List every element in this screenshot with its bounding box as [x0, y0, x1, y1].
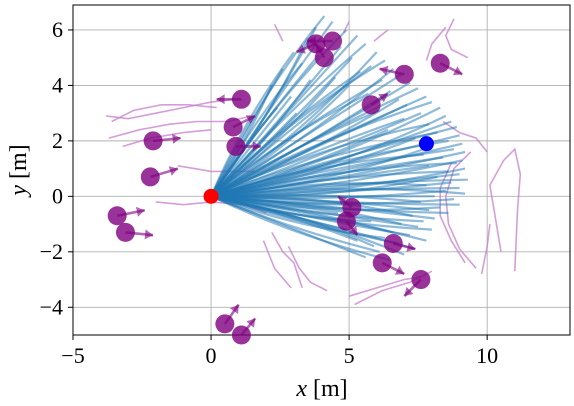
start-goal-markers [203, 136, 434, 204]
y-tick-label: 0 [52, 183, 63, 208]
candidate-trajectory [210, 123, 430, 198]
pedestrian-path [444, 18, 469, 59]
pedestrian-path [444, 151, 477, 269]
pedestrian-arrow-head [168, 166, 178, 176]
pedestrian-marker [383, 233, 403, 253]
pedestrian-arrow-head [378, 93, 388, 103]
y-tick-labels: −4 −2 0 2 4 6 [40, 17, 73, 319]
pedestrian-marker [361, 95, 381, 115]
pedestrian-marker [430, 53, 450, 73]
candidate-trajectory [210, 112, 298, 198]
y-axis-label: y [m] [6, 144, 32, 197]
pedestrian-arrow-head [348, 225, 358, 236]
pedestrian-marker [372, 253, 392, 273]
pedestrian-arrow-head [172, 133, 181, 144]
pedestrian-path [373, 29, 389, 42]
candidate-trajectory [210, 153, 424, 198]
candidate-trajectory [210, 92, 369, 198]
pedestrian-arrow-head [406, 242, 416, 252]
pedestrian-arrow-head [229, 304, 239, 314]
pedestrian-marker [115, 222, 135, 242]
candidate-trajectory [210, 195, 355, 206]
x-tick-label: 10 [476, 343, 498, 368]
pedestrian-arrow-head [296, 44, 306, 54]
pedestrian-marker [223, 117, 243, 137]
candidate-trajectory [210, 101, 433, 198]
x-tick-labels: −5 0 5 10 [61, 335, 498, 368]
y-tick-label: −4 [40, 294, 63, 319]
pedestrian-arrow-head [136, 206, 145, 217]
candidate-trajectory [210, 187, 466, 198]
pedestrians [107, 31, 463, 345]
candidate-trajectory [210, 62, 304, 197]
pedestrian-arrow-head [144, 229, 154, 240]
pedestrian-marker [107, 206, 127, 226]
pedestrian-marker [411, 270, 431, 290]
pedestrian-marker [231, 325, 251, 345]
pedestrian-arrow-head [452, 66, 463, 76]
pedestrian-path [425, 26, 447, 61]
pedestrian-path [480, 224, 491, 275]
candidate-trajectories [210, 15, 468, 262]
pedestrian-marker [140, 167, 160, 187]
pedestrian-arrow-head [379, 65, 389, 76]
x-tick-label: 5 [344, 343, 355, 368]
pedestrian-path [105, 98, 234, 120]
x-axis-label: x [m] [295, 376, 347, 402]
candidate-trajectory [210, 131, 438, 198]
axes-border [72, 4, 571, 336]
pedestrian-path [489, 147, 522, 272]
x-tick-label: −5 [61, 343, 84, 368]
pedestrian-marker [323, 31, 343, 51]
pedestrian-path [287, 245, 328, 292]
candidate-trajectory [210, 109, 380, 198]
pedestrian-path [262, 240, 292, 289]
pedestrian-marker [226, 136, 246, 156]
pedestrian-path [111, 104, 217, 123]
pedestrian-marker [394, 64, 414, 84]
pedestrian-marker [314, 48, 334, 68]
pedestrian-arrow-head [404, 286, 414, 297]
candidate-trajectory [210, 51, 295, 197]
y-tick-label: 4 [52, 72, 63, 97]
pedestrian-path [442, 120, 488, 153]
goal-point-marker [418, 136, 434, 152]
pedestrian-arrow-head [394, 265, 405, 275]
y-tick-label: 6 [52, 17, 63, 42]
y-tick-label: 2 [52, 128, 63, 153]
pedestrian-arrow-head [246, 318, 256, 328]
pedestrian-paths [105, 18, 522, 306]
pedestrian-arrow-head [245, 115, 256, 124]
pedestrian-arrow-head [338, 196, 348, 206]
candidate-trajectory [210, 162, 457, 198]
start-point-marker [203, 188, 219, 204]
pedestrian-marker [215, 314, 235, 334]
pedestrian-path [273, 24, 284, 42]
pedestrian-arrow-head [216, 94, 225, 105]
pedestrian-path [271, 232, 303, 289]
y-tick-label: −2 [40, 239, 63, 264]
candidate-trajectory [211, 195, 413, 217]
candidate-trajectory [210, 182, 427, 198]
x-tick-label: 0 [206, 343, 217, 368]
candidate-trajectory [210, 195, 391, 262]
pedestrian-marker [336, 211, 356, 231]
pedestrian-marker [231, 89, 251, 109]
pedestrian-arrow-head [252, 141, 261, 152]
pedestrian-marker [143, 131, 163, 151]
axes-frame [72, 4, 571, 336]
pedestrian-path [122, 129, 212, 148]
